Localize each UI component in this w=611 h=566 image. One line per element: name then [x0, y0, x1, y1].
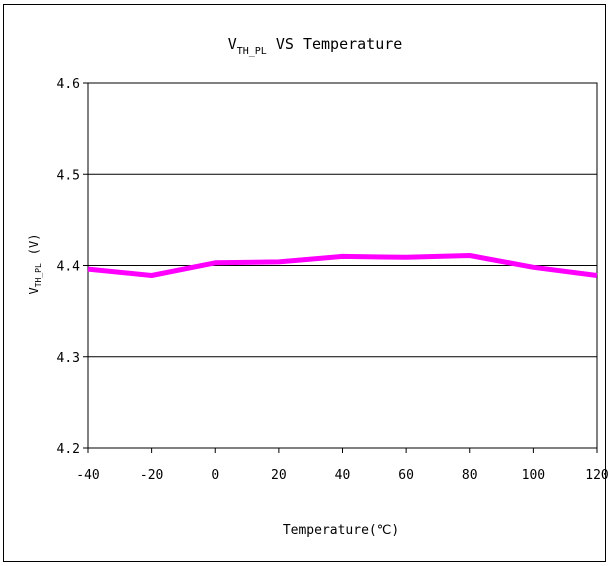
x-tick-label: 100	[522, 468, 545, 483]
y-tick-label: 4.4	[57, 260, 81, 275]
chart-title: VTH_PL VS Temperature	[228, 35, 403, 57]
x-tick-label: -20	[140, 468, 163, 483]
x-tick-label: 20	[271, 468, 287, 483]
y-axis-label: VTH_PL (V)	[27, 233, 43, 294]
y-tick-label: 4.6	[57, 77, 80, 92]
x-tick-label: 120	[585, 468, 608, 483]
y-axis-label-unit: (V)	[27, 233, 41, 255]
y-tick-label: 4.3	[57, 351, 80, 366]
y-tick-label: 4.2	[57, 442, 80, 457]
x-tick-label: 40	[335, 468, 351, 483]
x-tick-label: -40	[76, 468, 99, 483]
x-tick-label: 80	[462, 468, 478, 483]
x-tick-label: 0	[211, 468, 219, 483]
series-line	[87, 253, 598, 278]
y-axis-ticks: 4.6 4.5 4.4 4.3 4.2	[57, 77, 88, 457]
chart-frame	[3, 4, 606, 562]
y-tick-label: 4.5	[57, 168, 80, 183]
chart-title-main: V	[228, 35, 237, 53]
x-tick-label: 60	[398, 468, 414, 483]
chart-title-sub: TH_PL	[237, 46, 267, 57]
x-axis-label: Temperature(℃)	[283, 523, 399, 538]
x-axis-ticks: -40 -20 0 20 40 60 80 100 120	[76, 448, 609, 483]
y-axis-label-sub: TH_PL	[34, 263, 43, 287]
plot-area	[87, 82, 598, 449]
chart-title-rest: VS Temperature	[267, 35, 402, 53]
series-layer	[87, 253, 598, 278]
y-axis-label-main: V	[27, 287, 41, 294]
